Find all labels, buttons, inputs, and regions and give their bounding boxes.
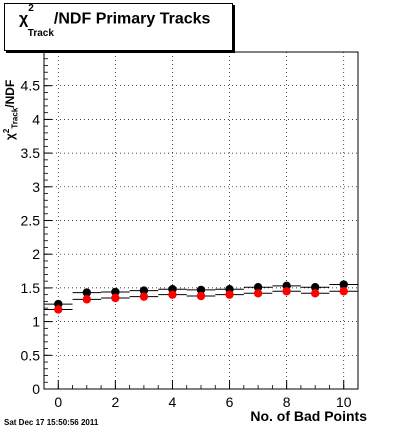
x-tick-label: 2 [111, 394, 119, 410]
y-tick-label: 0.5 [21, 347, 41, 363]
y-tick-label: 2.5 [21, 213, 41, 229]
y-tick-label: 4.5 [21, 78, 41, 94]
point-black [139, 286, 149, 295]
x-tick-label: 0 [54, 394, 62, 410]
title-sub: Track [27, 27, 54, 39]
point-black [253, 283, 263, 292]
y-tick-label: 4 [32, 111, 40, 127]
y-axis-label: χ2Track/NDF [2, 80, 19, 140]
ylabel-chi: χ [3, 133, 17, 140]
point-red [253, 289, 263, 298]
title-rest: /NDF Primary Tracks [53, 10, 211, 28]
x-tick-label: 6 [226, 394, 234, 410]
point-black [310, 283, 320, 292]
point-red [225, 290, 234, 299]
x-axis-label: No. of Bad Points [250, 408, 367, 424]
point-red [82, 295, 92, 304]
x-tick-label: 8 [283, 394, 291, 410]
y-tick-label: 2 [32, 246, 40, 262]
title-sup: 2 [28, 3, 34, 14]
chart-title: χ2 Track/NDF Primary Tracks [19, 3, 211, 39]
point-red [139, 292, 149, 301]
x-tick-label: 4 [169, 394, 177, 410]
ylabel-sup: 2 [2, 128, 11, 134]
point-black [339, 280, 348, 289]
point-red [196, 291, 206, 301]
point-red [339, 287, 348, 296]
y-tick-label: 1.5 [21, 280, 41, 296]
point-red [54, 305, 63, 314]
title-chi: χ [19, 10, 29, 28]
y-tick-label: 1 [32, 314, 40, 330]
point-black [196, 285, 206, 295]
datestamp: Sat Dec 17 15:50:56 2011 [4, 418, 99, 427]
y-tick-label: 3.5 [21, 145, 41, 161]
point-red [111, 293, 120, 303]
ylabel-rest: /NDF [3, 79, 17, 108]
point-black [82, 288, 92, 297]
title-box: χ2 Track/NDF Primary Tracks [4, 3, 233, 51]
point-black [111, 287, 120, 297]
point-red [310, 289, 320, 298]
ylabel-sub: Track [10, 107, 20, 129]
point-red [168, 290, 177, 299]
point-red [282, 287, 291, 296]
y-tick-label: 3 [32, 179, 40, 195]
x-tick-label: 10 [336, 394, 352, 410]
y-tick-label: 0 [32, 381, 40, 397]
